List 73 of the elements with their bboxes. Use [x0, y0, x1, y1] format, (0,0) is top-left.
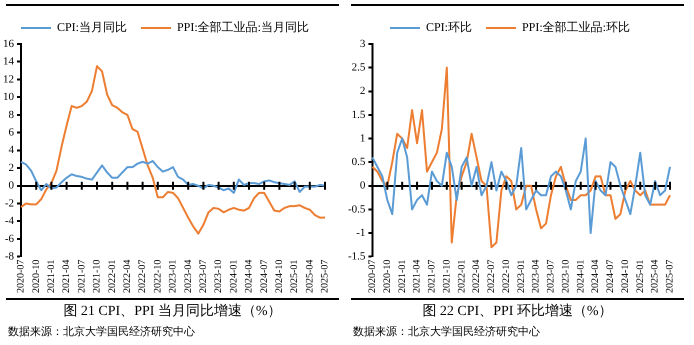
x-tick-label: 2021-10 [92, 260, 103, 294]
x-tick-label: 2025-04 [304, 260, 316, 294]
y-tick-label: -8 [4, 250, 14, 263]
x-tick-label: 2023-10 [213, 260, 224, 294]
x-tick-label: 2023-01 [168, 260, 179, 294]
source-note: 数据来源：北京大学国民经济研究中心 [7, 324, 196, 339]
y-tick-label: 4 [8, 144, 14, 156]
x-tick-label: 2020-10 [382, 260, 393, 294]
x-tick-label: 2021-10 [441, 260, 452, 294]
y-tick-label: 0 [8, 180, 14, 192]
x-tick-label: 2021-04 [412, 260, 423, 294]
y-tick-label: 1 [360, 132, 366, 144]
x-tick-label: 2025-07 [320, 260, 331, 294]
x-tick-label: 2020-07 [367, 260, 378, 294]
x-tick-label: 2024-07 [258, 260, 270, 294]
text: 图 22 CPI、PPI 环比增速（%） [421, 302, 614, 320]
y-tick-label: -2 [4, 197, 14, 210]
x-tick-label: 2023-10 [560, 260, 572, 294]
y-tick-label: 16 [3, 38, 14, 50]
y-tick-label: -4 [4, 215, 14, 228]
y-tick-label: 10 [3, 91, 14, 104]
x-tick-label: 2023-07 [546, 260, 557, 294]
x-tick-label: 2024-04 [590, 260, 602, 294]
y-tick-label: 0 [360, 180, 366, 192]
x-tick-label: 2022-10 [152, 260, 164, 294]
x-tick-label: 2023-04 [530, 260, 542, 294]
x-tick-label: 2024-10 [274, 260, 286, 294]
text: 图 21 CPI、PPI 当月同比增速（%） [62, 302, 283, 320]
y-tick-label: -1 [356, 226, 366, 239]
x-tick-label: 2024-07 [605, 260, 616, 294]
x-tick-label: 2025-04 [650, 260, 661, 294]
x-tick-label: 2020-07 [16, 260, 27, 294]
x-tick-label: 2023-07 [198, 260, 210, 294]
x-tick-label: 2025-01 [634, 260, 646, 294]
legend-label: CPI:环比 [426, 20, 472, 34]
y-tick-label: 0.5 [352, 156, 366, 168]
legend-label: PPI:全部工业品:当月同比 [177, 20, 310, 34]
x-tick-label: 2022-10 [500, 260, 512, 294]
legend-label: CPI:当月同比 [56, 20, 128, 34]
y-tick-label: -0.5 [348, 203, 366, 216]
y-tick-label: 2 [360, 85, 366, 98]
x-tick-label: 2021-07 [426, 260, 438, 294]
x-tick-label: 2021-07 [76, 260, 88, 294]
y-tick-label: 8 [8, 108, 14, 121]
x-tick-label: 2021-01 [46, 260, 58, 294]
y-tick-label: 14 [3, 56, 14, 68]
x-tick-label: 2024-01 [575, 260, 586, 294]
x-tick-label: 2025-01 [289, 260, 300, 294]
x-tick-label: 2022-07 [486, 260, 498, 294]
x-tick-label: 2024-10 [620, 260, 631, 294]
x-tick-label: 2022-04 [471, 260, 482, 294]
y-tick-label: 12 [3, 73, 14, 86]
x-tick-label: 2020-10 [30, 260, 42, 294]
source-note: 数据来源：北京大学国民经济研究中心 [352, 324, 541, 339]
y-tick-label: 2 [8, 162, 14, 174]
x-tick-label: 2023-04 [182, 260, 194, 294]
x-tick-label: 2022-01 [106, 260, 118, 294]
x-tick-label: 2021-04 [61, 260, 72, 294]
legend-label: PPI:全部工业品:环比 [522, 20, 630, 34]
y-tick-label: 6 [8, 126, 14, 139]
y-tick-label: -6 [4, 232, 14, 245]
x-tick-label: 2024-04 [244, 260, 255, 294]
x-tick-label: 2024-01 [228, 260, 240, 294]
x-tick-label: 2025-07 [664, 260, 676, 294]
x-tick-label: 2022-04 [122, 260, 134, 294]
x-tick-label: 2023-01 [516, 260, 527, 294]
y-tick-label: 1.5 [352, 108, 366, 121]
y-tick-label: -1.5 [348, 250, 366, 263]
x-tick-label: 2021-01 [396, 260, 408, 294]
y-tick-label: 2.5 [352, 62, 366, 74]
y-tick-label: 3 [360, 38, 366, 50]
x-tick-label: 2022-01 [456, 260, 468, 294]
x-tick-label: 2022-07 [137, 260, 148, 294]
